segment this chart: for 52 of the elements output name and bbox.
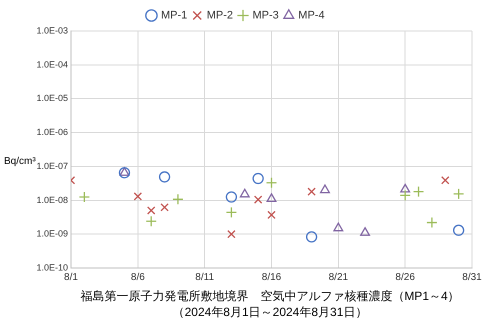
point — [226, 191, 238, 203]
x-tick-label: 8/21 — [328, 272, 348, 283]
point — [240, 188, 250, 198]
legend-label: MP-3 — [252, 10, 279, 22]
point — [267, 210, 276, 220]
point — [452, 224, 464, 236]
y-axis-title: Bq/cm³ — [4, 156, 36, 168]
legend-label: MP-2 — [206, 10, 233, 22]
point — [146, 216, 157, 227]
point — [78, 191, 90, 203]
point — [426, 216, 438, 228]
x-tick-label: 8/26 — [395, 272, 416, 283]
point — [412, 186, 424, 198]
text: （2024年8月1日～2024年8月31日） — [172, 304, 368, 320]
x-tick-label: 8/31 — [462, 272, 482, 283]
point — [134, 192, 142, 201]
legend-label: MP-4 — [298, 10, 325, 22]
legend-label: MP-1 — [160, 10, 188, 22]
point — [306, 231, 318, 243]
point — [158, 171, 170, 183]
x-tick-label: 8/16 — [262, 272, 282, 283]
point — [172, 194, 184, 205]
point — [160, 203, 169, 212]
point — [266, 177, 278, 188]
point — [441, 176, 450, 184]
point — [400, 184, 410, 193]
point — [320, 184, 330, 194]
x-tick-label: 8/6 — [130, 272, 146, 283]
y-tick-label: 1.0E-05 — [36, 93, 68, 104]
y-tick-label: 1.0E-10 — [36, 262, 68, 272]
text: 福島第一原子力発電所敷地境界 空気中アルファ核種濃度（MP1～4） — [79, 288, 461, 304]
y-tick-label: 1.0E-06 — [36, 127, 68, 138]
point — [252, 172, 264, 184]
point — [147, 206, 156, 215]
point — [400, 190, 411, 201]
point — [452, 188, 464, 200]
point — [119, 167, 130, 176]
point — [227, 230, 236, 238]
y-tick-label: 1.0E-09 — [36, 228, 68, 239]
x-tick-label: 8/11 — [195, 272, 214, 283]
point — [307, 187, 316, 196]
y-tick-label: 1.0E-03 — [36, 25, 68, 36]
y-tick-label: 1.0E-04 — [36, 59, 68, 70]
point — [118, 167, 130, 178]
x-tick-label: 8/1 — [64, 272, 78, 283]
point — [266, 193, 276, 202]
point — [254, 195, 262, 204]
y-tick-label: 1.0E-08 — [36, 194, 68, 205]
point — [333, 222, 344, 232]
point — [226, 206, 238, 218]
point — [360, 227, 370, 236]
y-tick-label: 1.0E-07 — [36, 160, 68, 171]
